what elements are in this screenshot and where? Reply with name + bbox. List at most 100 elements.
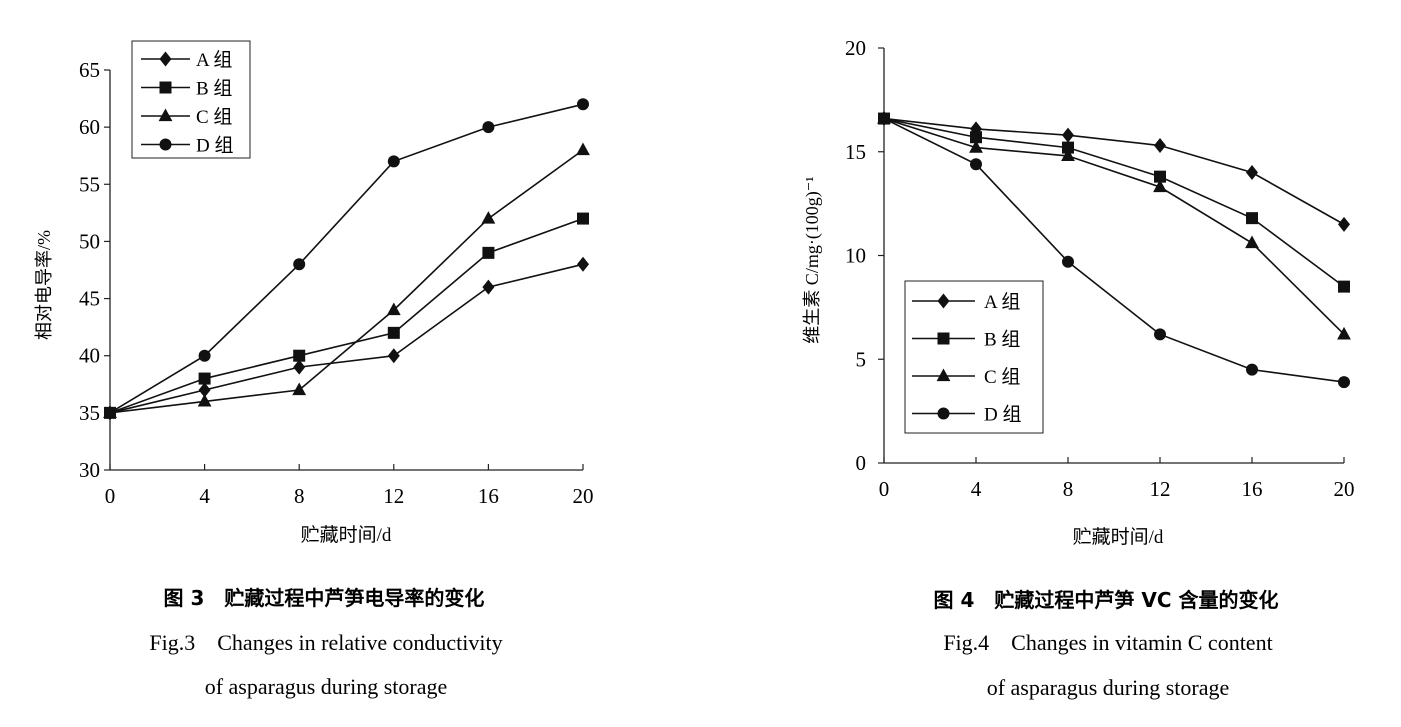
data-point (482, 279, 495, 295)
y-axis-label: 维生素 C/mg·(100g)⁻¹ (802, 176, 823, 343)
legend-label: B 组 (196, 78, 232, 100)
series-line (883, 117, 1345, 288)
data-point (1154, 328, 1166, 341)
data-point (1246, 363, 1258, 376)
y-tick-label: 55 (79, 172, 100, 196)
legend-box (131, 40, 251, 159)
data-point (1245, 235, 1259, 249)
series-line (109, 103, 584, 414)
x-tick-label: 20 (1334, 477, 1355, 501)
series-triangle (877, 111, 1351, 340)
x-tick-label: 8 (294, 484, 305, 508)
legend-label: C 组 (984, 366, 1020, 388)
x-tick-label: 12 (383, 484, 404, 508)
data-point (969, 140, 983, 153)
legend-marker-diamond (159, 51, 172, 67)
data-point (198, 382, 211, 398)
caption-line-2: of asparagus during storage (205, 674, 448, 699)
chart-conductivity: 30 35 40 45 50 55 60 65 0 4 8 12 16 20 相对电导率/% 贮藏时间/… (34, 40, 594, 699)
data-point (293, 258, 306, 271)
legend-marker-diamond (937, 293, 950, 309)
x-axis-label: 贮藏时间/d (1073, 526, 1164, 548)
data-point (1062, 141, 1074, 154)
legend: A 组 B 组 C 组 D 组 (904, 280, 1044, 434)
legend-marker-triangle (936, 368, 951, 382)
data-point (293, 349, 306, 362)
y-tick-label: 30 (79, 458, 100, 482)
data-point (293, 359, 306, 375)
data-point (387, 326, 400, 339)
series-line (883, 117, 1345, 226)
x-axis-label: 贮藏时间/d (301, 524, 392, 546)
data-point (292, 382, 307, 396)
y-tick-label: 5 (856, 347, 867, 371)
data-point (1337, 326, 1351, 340)
y-tick-label: 45 (79, 287, 100, 311)
data-point (1062, 127, 1074, 143)
data-point (1246, 165, 1258, 180)
data-point (576, 142, 590, 156)
y-tick-label: 60 (79, 115, 100, 139)
y-tick-label: 0 (856, 451, 867, 475)
data-point (970, 131, 982, 144)
legend-marker-square (159, 81, 172, 94)
y-ticks: 0 5 10 15 20 (845, 36, 884, 475)
x-tick-label: 4 (199, 484, 210, 508)
legend-marker-square (937, 332, 950, 345)
data-point (1061, 148, 1075, 161)
data-point (1338, 376, 1350, 389)
legend-marker-circle (159, 138, 172, 151)
x-tick-label: 16 (1242, 477, 1263, 501)
data-point (198, 349, 211, 362)
data-point (577, 256, 589, 272)
x-tick-label: 0 (105, 484, 116, 508)
y-tick-label: 40 (79, 344, 100, 368)
x-ticks: 0 4 8 12 16 20 (879, 457, 1355, 501)
x-tick-label: 0 (879, 477, 890, 501)
legend-box (904, 280, 1044, 434)
x-tick-label: 12 (1150, 477, 1171, 501)
data-point (482, 246, 495, 259)
legend-marker-triangle (158, 108, 173, 122)
y-axis-label: 相对电导率/% (34, 230, 54, 340)
series-square (878, 112, 1350, 293)
data-point (1246, 212, 1258, 225)
x-tick-label: 16 (478, 484, 499, 508)
data-point (197, 393, 212, 407)
legend-label: B 组 (984, 329, 1020, 351)
caption-title: 图 4 贮藏过程中芦笋 VC 含量的变化 (934, 588, 1279, 612)
series-diamond (104, 256, 589, 421)
data-point (198, 372, 211, 385)
caption-title: 图 3 贮藏过程中芦笋电导率的变化 (164, 586, 485, 610)
data-point (387, 348, 400, 364)
y-tick-label: 50 (79, 229, 100, 253)
series-circle (878, 112, 1350, 389)
y-tick-label: 10 (845, 244, 866, 268)
data-point (386, 302, 401, 316)
legend: A 组 B 组 C 组 D 组 (131, 40, 251, 159)
series-triangle (103, 142, 590, 418)
legend-marker-circle (937, 407, 950, 420)
data-point (970, 158, 982, 171)
series-line (109, 263, 584, 414)
series-line (883, 117, 1345, 335)
series-line (109, 149, 584, 414)
y-tick-label: 65 (79, 58, 100, 82)
legend-label: A 组 (984, 291, 1020, 313)
data-point (481, 211, 496, 224)
y-ticks: 30 35 40 45 50 55 60 65 (79, 58, 110, 482)
x-tick-label: 20 (573, 484, 594, 508)
caption-line-1: Fig.4 Changes in vitamin C content (943, 630, 1272, 655)
data-point (1154, 138, 1166, 154)
data-point (482, 121, 495, 134)
y-tick-label: 20 (845, 36, 866, 60)
legend-label: D 组 (984, 404, 1021, 426)
series-line (109, 217, 584, 414)
data-point (878, 112, 890, 125)
data-point (104, 406, 116, 419)
series-square (104, 212, 589, 419)
x-ticks: 0 4 8 12 16 20 (105, 464, 594, 508)
series-group (877, 111, 1351, 389)
data-point (1338, 216, 1350, 232)
